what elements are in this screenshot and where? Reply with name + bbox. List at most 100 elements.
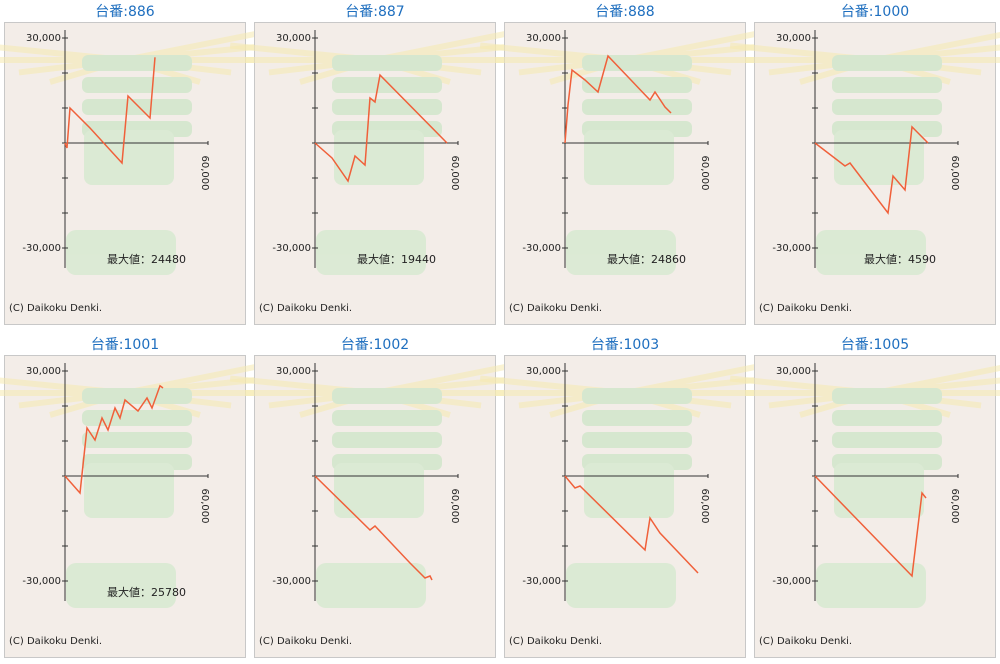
copyright: (C) Daikoku Denki. bbox=[759, 303, 852, 314]
x-tick-label: 60,000 bbox=[699, 489, 710, 524]
chart-panel: 台番:1005 -30,000 30,000 60,000 (C) Daikoku De… bbox=[729, 337, 1000, 658]
data-line bbox=[564, 475, 699, 574]
y-tick-label: 30,000 bbox=[776, 366, 811, 377]
data-line bbox=[314, 475, 433, 581]
data-line bbox=[814, 475, 927, 578]
tray bbox=[582, 432, 692, 448]
tray bbox=[832, 99, 942, 115]
background-art bbox=[479, 27, 776, 275]
tray bbox=[82, 99, 192, 115]
tray bbox=[332, 99, 442, 115]
tray bbox=[82, 432, 192, 448]
chart-title: 台番:1005 bbox=[841, 337, 909, 353]
tray bbox=[332, 77, 442, 93]
chart-title: 台番:886 bbox=[95, 4, 155, 20]
data-line bbox=[564, 54, 672, 144]
base bbox=[584, 463, 674, 518]
max-annotation: 最大値：19440 bbox=[357, 252, 436, 266]
x-tick-label: 60,000 bbox=[699, 156, 710, 191]
chart-title: 台番:887 bbox=[345, 4, 404, 20]
x-tick-label: 60,000 bbox=[199, 156, 210, 191]
x-tick-label: 60,000 bbox=[449, 156, 460, 191]
y-tick-label: 30,000 bbox=[776, 33, 811, 44]
chart-panel: 台番:887 -30,000 30,000 60,000 最大値：19440 (C) Da… bbox=[229, 4, 526, 325]
tray bbox=[82, 77, 192, 93]
tray bbox=[82, 55, 192, 71]
tray bbox=[582, 410, 692, 426]
tray bbox=[832, 432, 942, 448]
chart-title: 台番:1002 bbox=[341, 337, 409, 353]
dish bbox=[316, 563, 426, 608]
y-tick-label: 30,000 bbox=[276, 366, 311, 377]
tray bbox=[332, 410, 442, 426]
copyright: (C) Daikoku Denki. bbox=[259, 303, 352, 314]
dish bbox=[566, 230, 676, 275]
tray bbox=[832, 388, 942, 404]
tray bbox=[582, 55, 692, 71]
base bbox=[584, 130, 674, 185]
data-line bbox=[64, 384, 164, 495]
chart-panel: 台番:1002 -30,000 30,000 60,000 (C) Daikoku De… bbox=[229, 337, 526, 658]
data-line bbox=[814, 125, 929, 215]
x-tick-label: 60,000 bbox=[949, 156, 960, 191]
tray bbox=[832, 410, 942, 426]
chart-title: 台番:1001 bbox=[91, 337, 159, 353]
copyright: (C) Daikoku Denki. bbox=[759, 636, 852, 647]
max-annotation: 最大値：4590 bbox=[864, 252, 936, 266]
max-annotation: 最大値：24860 bbox=[607, 252, 686, 266]
dish bbox=[66, 563, 176, 608]
tray bbox=[582, 388, 692, 404]
tray bbox=[582, 99, 692, 115]
chart-panel: 台番:886 -30,000 30,000 60,000 最大値：24480 (C) Da… bbox=[0, 4, 276, 325]
base bbox=[84, 463, 174, 518]
y-tick-label: 30,000 bbox=[276, 33, 311, 44]
background-art bbox=[729, 364, 1000, 608]
y-tick-label: 30,000 bbox=[26, 33, 61, 44]
tray bbox=[332, 55, 442, 71]
chart-panel: 台番:1001 -30,000 30,000 60,000 最大値：25780 (C) D… bbox=[0, 337, 276, 658]
chart-panel: 台番:1003 -30,000 30,000 60,000 (C) Daikoku De… bbox=[479, 337, 776, 658]
base bbox=[84, 130, 174, 185]
x-tick-label: 60,000 bbox=[449, 489, 460, 524]
dish bbox=[816, 563, 926, 608]
y-tick-label: -30,000 bbox=[522, 243, 561, 254]
y-tick-label: -30,000 bbox=[22, 243, 61, 254]
dish bbox=[66, 230, 176, 275]
background-art bbox=[229, 360, 526, 608]
tray bbox=[332, 432, 442, 448]
base bbox=[834, 463, 924, 518]
dish bbox=[316, 230, 426, 275]
data-line bbox=[64, 57, 156, 165]
x-tick-label: 60,000 bbox=[199, 489, 210, 524]
chart-title: 台番:888 bbox=[595, 4, 654, 20]
y-tick-label: -30,000 bbox=[772, 576, 811, 587]
base bbox=[334, 463, 424, 518]
y-tick-label: -30,000 bbox=[22, 576, 61, 587]
x-tick-label: 60,000 bbox=[949, 489, 960, 524]
background-art bbox=[229, 27, 526, 275]
max-annotation: 最大値：25780 bbox=[107, 585, 186, 599]
y-tick-label: 30,000 bbox=[26, 366, 61, 377]
copyright: (C) Daikoku Denki. bbox=[9, 303, 102, 314]
tray bbox=[832, 77, 942, 93]
tray bbox=[82, 388, 192, 404]
copyright: (C) Daikoku Denki. bbox=[509, 636, 602, 647]
base bbox=[334, 130, 424, 185]
max-annotation: 最大値：24480 bbox=[107, 252, 186, 266]
background-art bbox=[0, 27, 276, 275]
copyright: (C) Daikoku Denki. bbox=[9, 636, 102, 647]
y-tick-label: 30,000 bbox=[526, 366, 561, 377]
chart-panel: 台番:888 -30,000 30,000 60,000 最大値：24860 (C) Da… bbox=[479, 4, 776, 325]
tray bbox=[582, 77, 692, 93]
tray bbox=[82, 410, 192, 426]
data-line bbox=[314, 73, 448, 183]
tray bbox=[832, 55, 942, 71]
dish bbox=[816, 230, 926, 275]
dish bbox=[566, 563, 676, 608]
background-art bbox=[479, 360, 776, 608]
copyright: (C) Daikoku Denki. bbox=[259, 636, 352, 647]
y-tick-label: -30,000 bbox=[772, 243, 811, 254]
y-tick-label: 30,000 bbox=[526, 33, 561, 44]
